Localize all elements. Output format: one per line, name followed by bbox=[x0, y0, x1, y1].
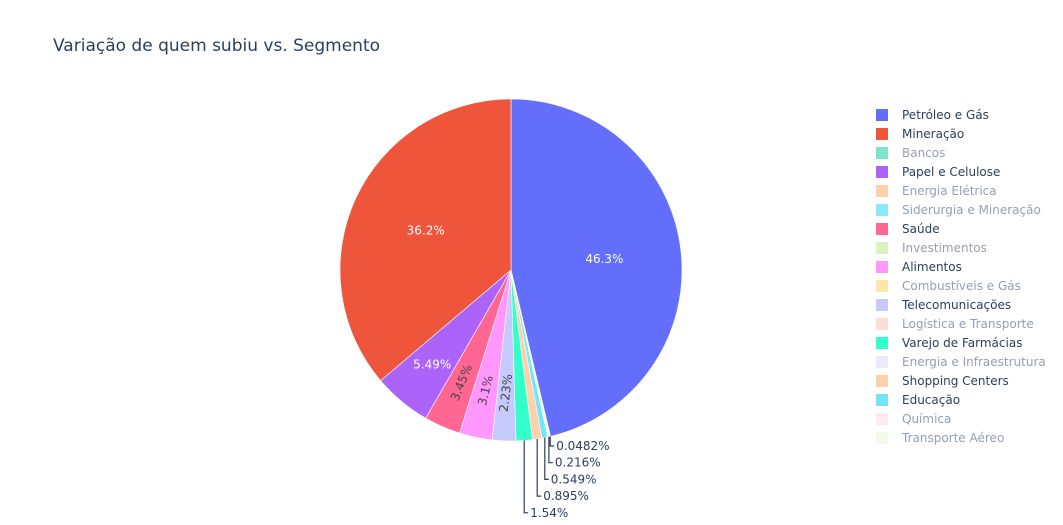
legend-item-label[interactable]: Telecomunicações bbox=[901, 298, 1011, 312]
legend-swatch[interactable] bbox=[876, 147, 888, 159]
legend-swatch[interactable] bbox=[876, 204, 888, 216]
legend-item-label[interactable]: Varejo de Farmácias bbox=[902, 336, 1022, 350]
legend-swatch[interactable] bbox=[876, 299, 888, 311]
legend-item-label[interactable]: Energia e Infraestrutura bbox=[902, 355, 1046, 369]
legend-swatch[interactable] bbox=[876, 109, 888, 121]
legend-swatch[interactable] bbox=[876, 185, 888, 197]
chart-title: Variação de quem subiu vs. Segmento bbox=[53, 36, 380, 56]
slice-label: 0.895% bbox=[543, 489, 589, 503]
legend-swatch[interactable] bbox=[876, 413, 888, 425]
leader-line bbox=[544, 437, 549, 480]
legend-swatch[interactable] bbox=[876, 261, 888, 273]
legend-item-label[interactable]: Química bbox=[902, 412, 951, 426]
legend-item-label[interactable]: Siderurgia e Mineração bbox=[902, 203, 1041, 217]
legend-swatch[interactable] bbox=[876, 128, 888, 140]
slice-label: 5.49% bbox=[413, 358, 451, 372]
pie-slice[interactable] bbox=[339, 98, 512, 382]
legend-item-label[interactable]: Bancos bbox=[902, 146, 945, 160]
leader-line bbox=[536, 439, 542, 497]
legend-item-label[interactable]: Shopping Centers bbox=[902, 374, 1009, 388]
legend-swatch[interactable] bbox=[876, 432, 888, 444]
slice-label: 0.216% bbox=[555, 456, 601, 470]
slice-label: 46.3% bbox=[585, 252, 623, 266]
slice-label: 2.23% bbox=[497, 373, 516, 413]
legend-swatch[interactable] bbox=[876, 318, 888, 330]
legend-item-label[interactable]: Energia Elétrica bbox=[902, 184, 997, 198]
legend-item-label[interactable]: Combustíveis e Gás bbox=[902, 279, 1021, 293]
legend-item-label[interactable]: Alimentos bbox=[902, 260, 962, 274]
legend-swatch[interactable] bbox=[876, 356, 888, 368]
legend-item-label[interactable]: Mineração bbox=[902, 127, 964, 141]
legend-swatch[interactable] bbox=[876, 394, 888, 406]
legend-swatch[interactable] bbox=[876, 337, 888, 349]
legend-item-label[interactable]: Petróleo e Gás bbox=[902, 108, 989, 122]
pie-slices bbox=[339, 98, 683, 442]
legend-swatch[interactable] bbox=[876, 375, 888, 387]
slice-label: 36.2% bbox=[407, 224, 445, 238]
legend-swatch[interactable] bbox=[876, 223, 888, 235]
legend-swatch[interactable] bbox=[876, 166, 888, 178]
leader-line bbox=[523, 440, 529, 514]
legend-item-label[interactable]: Logística e Transporte bbox=[902, 317, 1034, 331]
legend-item-label[interactable]: Educação bbox=[902, 393, 960, 407]
pie-slice[interactable] bbox=[510, 98, 683, 437]
legend-item-label[interactable]: Papel e Celulose bbox=[902, 165, 1000, 179]
slice-label: 0.0482% bbox=[556, 439, 609, 453]
legend-swatch[interactable] bbox=[876, 280, 888, 292]
legend-item-label[interactable]: Saúde bbox=[902, 222, 940, 236]
legend-swatch[interactable] bbox=[876, 242, 888, 254]
slice-label: 1.54% bbox=[530, 506, 568, 520]
legend: Petróleo e Gás Mineração Bancos Papel e Cel… bbox=[876, 108, 1046, 445]
leader-line bbox=[549, 436, 555, 447]
legend-item-label[interactable]: Investimentos bbox=[902, 241, 987, 255]
slice-label: 0.549% bbox=[551, 472, 597, 486]
legend-item-label[interactable]: Transporte Aéreo bbox=[901, 431, 1004, 445]
leader-line bbox=[548, 436, 553, 464]
